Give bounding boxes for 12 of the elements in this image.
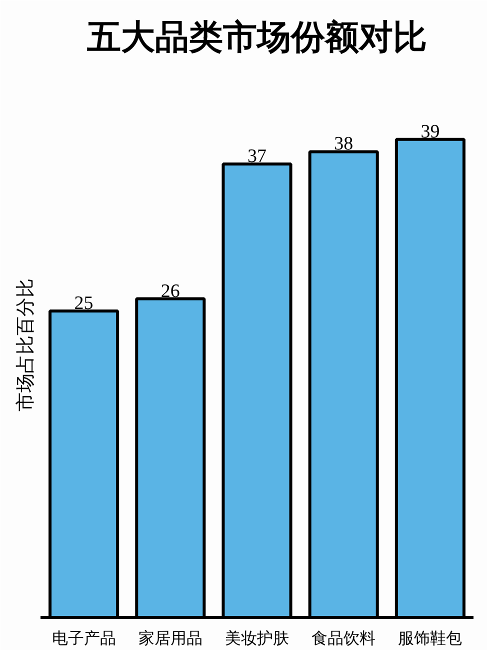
x-tick-label: 美妆护肤 <box>225 628 289 648</box>
data-label: 37 <box>248 146 266 167</box>
x-tick-label: 电子产品 <box>52 628 116 648</box>
y-axis-title: 市场占比百分比 <box>14 278 36 412</box>
data-label: 39 <box>420 121 440 142</box>
data-label: 38 <box>334 134 354 155</box>
x-tick-label: 家居用品 <box>138 628 202 648</box>
data-label: 25 <box>74 293 94 314</box>
x-tick-label: 食品饮料 <box>312 628 376 648</box>
data-label: 26 <box>160 280 180 302</box>
x-tick-label: 服饰鞋包 <box>398 628 462 648</box>
chart-title: 五大品类市场份额对比 <box>86 18 427 58</box>
